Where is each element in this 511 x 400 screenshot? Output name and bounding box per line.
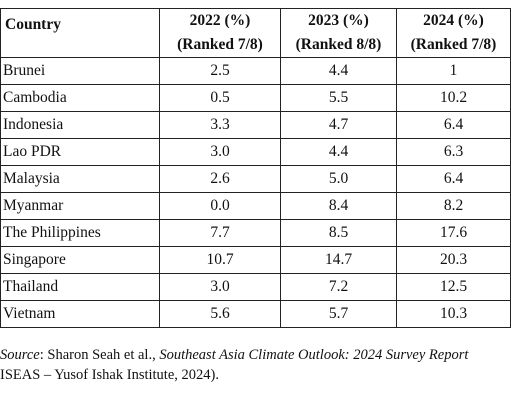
value-cell-2023: 5.5 bbox=[280, 84, 397, 112]
value-cell-2024: 17.6 bbox=[396, 219, 511, 247]
header-rank-2023: (Ranked 8/8) bbox=[280, 33, 397, 58]
value-cell-2024: 6.3 bbox=[396, 138, 511, 166]
value-cell-2024: 20.3 bbox=[396, 246, 511, 274]
value-cell-2022: 0.0 bbox=[159, 192, 281, 220]
country-cell: Singapore bbox=[0, 246, 160, 274]
table-row: Vietnam 5.6 5.7 10.3 bbox=[0, 300, 511, 328]
table-row: Lao PDR 3.0 4.4 6.3 bbox=[0, 138, 511, 166]
table-row: The Philippines 7.7 8.5 17.6 bbox=[0, 219, 511, 247]
value-cell-2024: 8.2 bbox=[396, 192, 511, 220]
climate-data-table: Country 2022 (%) 2023 (%) 2024 (%) (Rank… bbox=[0, 8, 511, 328]
value-cell-2022: 3.0 bbox=[159, 138, 281, 166]
value-cell-2023: 4.4 bbox=[280, 138, 397, 166]
value-cell-2023: 5.0 bbox=[280, 165, 397, 193]
value-cell-2022: 2.6 bbox=[159, 165, 281, 193]
header-rank-2024: (Ranked 7/8) bbox=[396, 33, 511, 58]
country-cell: Brunei bbox=[0, 57, 160, 85]
table-row: Singapore 10.7 14.7 20.3 bbox=[0, 246, 511, 274]
data-table-container: Country 2022 (%) 2023 (%) 2024 (%) (Rank… bbox=[0, 8, 511, 328]
header-row-ranks: (Ranked 7/8) (Ranked 8/8) (Ranked 7/8) bbox=[1, 33, 511, 58]
table-row: Thailand 3.0 7.2 12.5 bbox=[0, 273, 511, 301]
source-line-2: ISEAS – Yusof Ishak Institute, 2024). bbox=[0, 367, 219, 383]
country-cell: Vietnam bbox=[0, 300, 160, 328]
value-cell-2024: 10.3 bbox=[396, 300, 511, 328]
source-authors: : Sharon Seah et al., bbox=[39, 347, 160, 363]
header-year-2022: 2022 (%) bbox=[159, 8, 281, 33]
header-year-2024: 2024 (%) bbox=[396, 8, 511, 33]
value-cell-2022: 3.3 bbox=[159, 111, 281, 139]
value-cell-2022: 2.5 bbox=[159, 57, 281, 85]
country-cell: Cambodia bbox=[0, 84, 160, 112]
country-cell: The Philippines bbox=[0, 219, 160, 247]
country-cell: Malaysia bbox=[0, 165, 160, 193]
country-cell: Myanmar bbox=[0, 192, 160, 220]
value-cell-2024: 12.5 bbox=[396, 273, 511, 301]
value-cell-2022: 7.7 bbox=[159, 219, 281, 247]
source-label: Source bbox=[0, 347, 40, 363]
table-row: Brunei 2.5 4.4 1 bbox=[0, 57, 511, 85]
table-row: Cambodia 0.5 5.5 10.2 bbox=[0, 84, 511, 112]
value-cell-2024: 10.2 bbox=[396, 84, 511, 112]
header-year-2023: 2023 (%) bbox=[280, 8, 397, 33]
country-cell: Lao PDR bbox=[0, 138, 160, 166]
value-cell-2023: 8.4 bbox=[280, 192, 397, 220]
value-cell-2022: 10.7 bbox=[159, 246, 281, 274]
value-cell-2023: 5.7 bbox=[280, 300, 397, 328]
value-cell-2024: 6.4 bbox=[396, 165, 511, 193]
header-rank-2022: (Ranked 7/8) bbox=[159, 33, 281, 58]
country-cell: Thailand bbox=[0, 273, 160, 301]
header-country: Country bbox=[0, 8, 160, 58]
source-note: Source: Sharon Seah et al., Southeast As… bbox=[0, 345, 511, 385]
table-header: Country 2022 (%) 2023 (%) 2024 (%) (Rank… bbox=[0, 8, 511, 58]
table-body: Brunei 2.5 4.4 1 Cambodia 0.5 5.5 10.2 I… bbox=[0, 57, 511, 328]
value-cell-2023: 7.2 bbox=[280, 273, 397, 301]
value-cell-2023: 14.7 bbox=[280, 246, 397, 274]
value-cell-2022: 3.0 bbox=[159, 273, 281, 301]
value-cell-2024: 1 bbox=[396, 57, 511, 85]
value-cell-2024: 6.4 bbox=[396, 111, 511, 139]
source-line-1: Source: Sharon Seah et al., Southeast As… bbox=[0, 345, 511, 365]
header-row-years: Country 2022 (%) 2023 (%) 2024 (%) bbox=[0, 8, 511, 58]
country-cell: Indonesia bbox=[0, 111, 160, 139]
source-title: Southeast Asia Climate Outlook: 2024 Sur… bbox=[159, 347, 469, 363]
value-cell-2023: 4.4 bbox=[280, 57, 397, 85]
table-row: Indonesia 3.3 4.7 6.4 bbox=[0, 111, 511, 139]
value-cell-2022: 5.6 bbox=[159, 300, 281, 328]
table-row: Myanmar 0.0 8.4 8.2 bbox=[0, 192, 511, 220]
value-cell-2023: 4.7 bbox=[280, 111, 397, 139]
table-row: Malaysia 2.6 5.0 6.4 bbox=[0, 165, 511, 193]
value-cell-2023: 8.5 bbox=[280, 219, 397, 247]
value-cell-2022: 0.5 bbox=[159, 84, 281, 112]
